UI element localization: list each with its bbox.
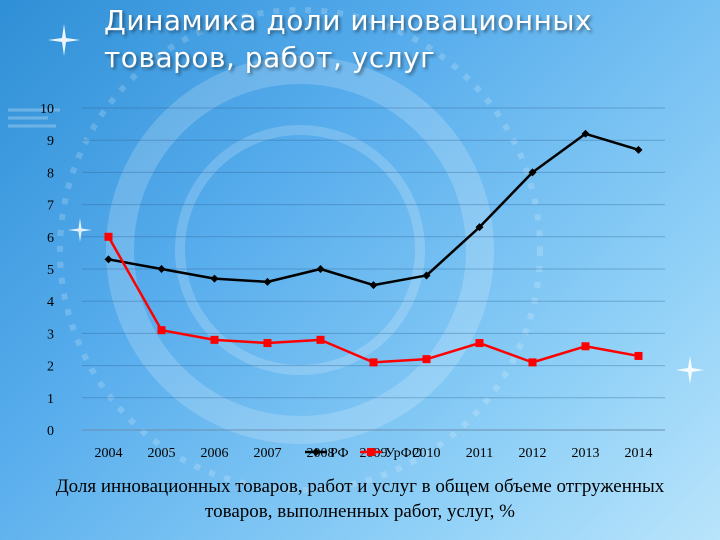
title-line-2: товаров, работ, услуг — [104, 41, 436, 74]
y-tick-label: 4 — [47, 295, 54, 310]
y-tick-label: 2 — [47, 360, 54, 375]
y-tick-label: 1 — [47, 392, 54, 407]
y-tick-label: 9 — [47, 134, 54, 149]
y-tick-label: 10 — [40, 102, 54, 117]
data-point-rf — [369, 281, 378, 290]
data-point-urfo — [634, 351, 643, 360]
y-tick-label: 0 — [47, 424, 54, 439]
y-tick-label: 7 — [47, 199, 54, 214]
chart-caption: Доля инновационных товаров, работ и услу… — [55, 476, 665, 522]
x-tick-label: 2005 — [148, 446, 176, 461]
series-line-urfo — [107, 236, 639, 364]
data-point-rf — [634, 145, 643, 154]
legend-marker — [367, 448, 375, 456]
data-point-urfo — [581, 342, 590, 351]
data-point-urfo — [263, 339, 272, 348]
sparkle-icon — [48, 24, 80, 56]
sparkle-icon — [68, 218, 92, 242]
x-tick-label: 2010 — [413, 446, 441, 461]
title-line-1: Динамика доли инновационных — [104, 4, 593, 37]
series-line-rf — [108, 132, 639, 287]
x-tick-label: 2007 — [254, 446, 282, 461]
y-tick-label: 8 — [47, 166, 54, 181]
data-point-rf — [581, 129, 590, 138]
y-tick-label: 5 — [47, 263, 54, 278]
data-point-rf — [263, 277, 272, 286]
data-point-urfo — [475, 339, 484, 348]
y-tick-label: 3 — [47, 327, 54, 342]
data-point-urfo — [210, 335, 219, 344]
slide-title: Динамика доли инновационных товаров, раб… — [104, 2, 704, 76]
data-point-rf — [210, 274, 219, 283]
x-tick-label: 2008 — [307, 446, 335, 461]
data-point-urfo — [157, 326, 166, 335]
x-tick-label: 2012 — [519, 446, 547, 461]
data-point-urfo — [528, 358, 537, 367]
data-point-urfo — [104, 232, 113, 241]
x-tick-label: 2006 — [201, 446, 229, 461]
x-tick-label: 2013 — [572, 446, 600, 461]
data-point-rf — [422, 271, 431, 280]
legend-label: РФ — [330, 446, 349, 461]
data-point-urfo — [369, 358, 378, 367]
x-tick-label: 2014 — [625, 446, 653, 461]
data-point-rf — [157, 265, 166, 273]
x-tick-label: 2011 — [466, 446, 493, 461]
legend-marker — [312, 448, 320, 456]
sparkle-icon — [676, 356, 704, 384]
data-point-rf — [316, 265, 325, 273]
x-tick-label: 2004 — [95, 446, 123, 461]
y-tick-label: 6 — [47, 231, 54, 246]
data-point-rf — [475, 223, 484, 232]
data-point-rf — [104, 255, 113, 264]
legend-label: УрФО — [385, 446, 422, 461]
data-point-urfo — [422, 355, 431, 364]
data-point-rf — [528, 168, 537, 177]
data-point-urfo — [316, 335, 325, 344]
